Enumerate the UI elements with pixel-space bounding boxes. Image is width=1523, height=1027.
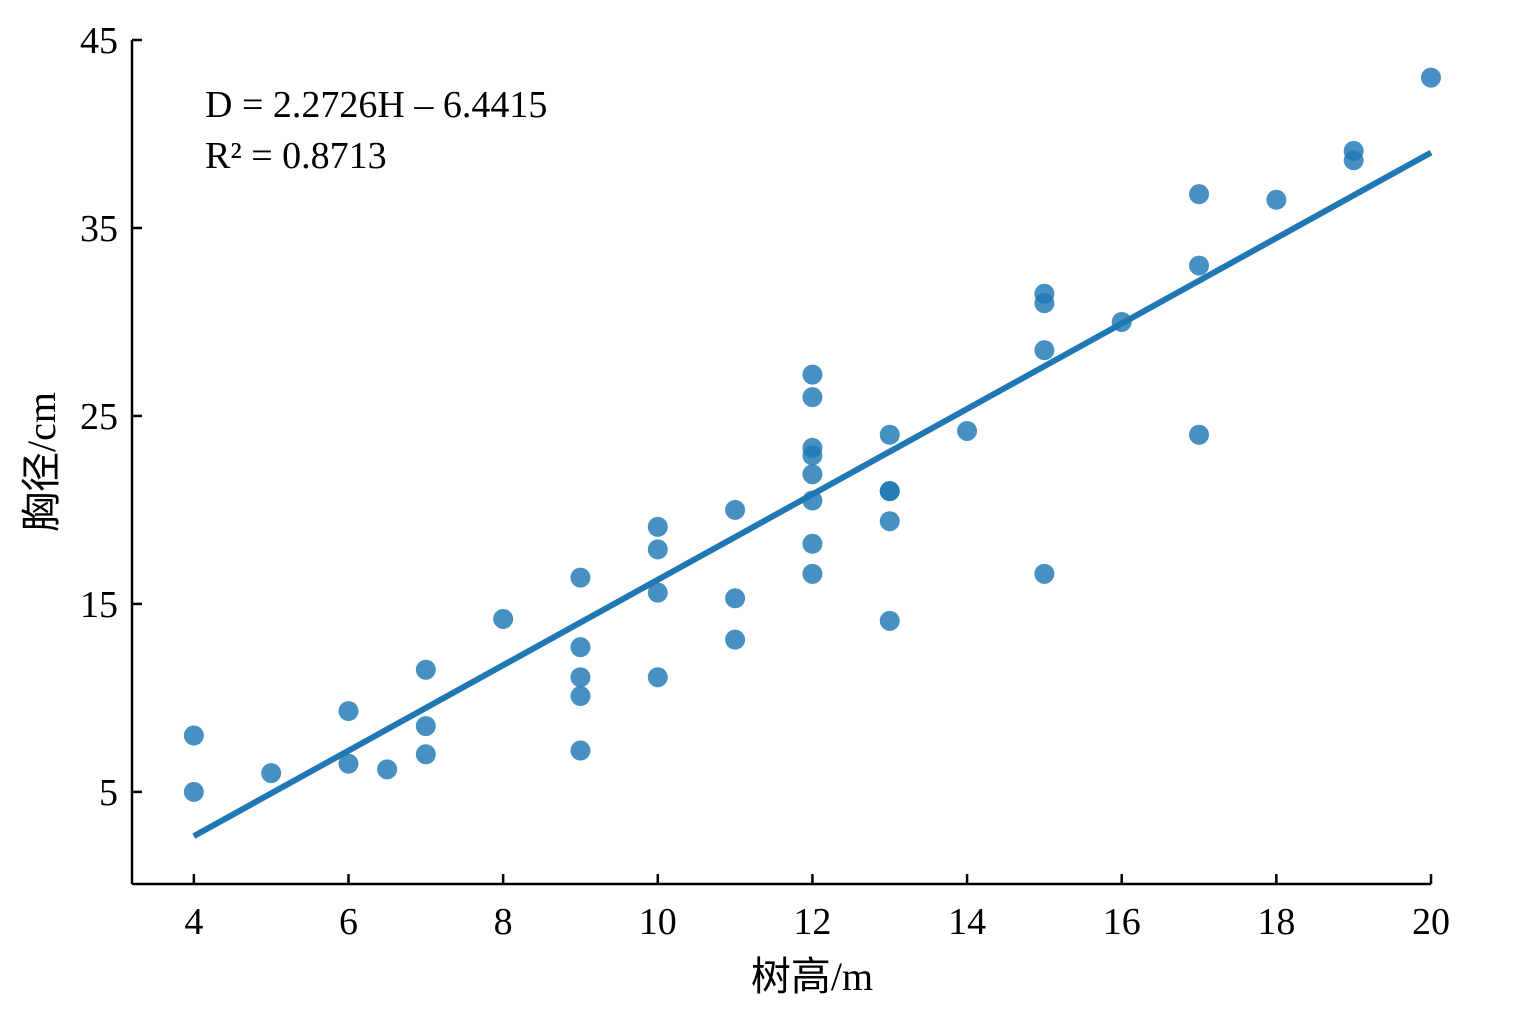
x-tick-label: 10 bbox=[639, 901, 677, 943]
data-point bbox=[879, 424, 900, 445]
data-point bbox=[570, 686, 591, 707]
x-tick-label: 16 bbox=[1103, 901, 1141, 943]
data-point bbox=[377, 759, 398, 780]
data-point bbox=[570, 740, 591, 761]
y-tick-label: 5 bbox=[99, 772, 118, 814]
plot-marks bbox=[183, 67, 1441, 839]
data-point bbox=[261, 763, 282, 784]
y-tick-label: 15 bbox=[80, 584, 118, 626]
r-squared-label: R² = 0.8713 bbox=[205, 135, 387, 177]
data-point bbox=[1034, 293, 1055, 314]
y-tick-label: 35 bbox=[80, 208, 118, 250]
data-point bbox=[493, 608, 514, 629]
data-point bbox=[570, 667, 591, 688]
data-point bbox=[1266, 189, 1287, 210]
data-point bbox=[1421, 67, 1441, 88]
data-point bbox=[183, 781, 204, 802]
data-point bbox=[879, 481, 900, 502]
y-axis-title: 胸径/cm bbox=[19, 392, 64, 532]
data-point bbox=[1189, 184, 1210, 205]
y-tick-label: 45 bbox=[80, 20, 118, 62]
data-point bbox=[570, 637, 591, 658]
x-tick-label: 6 bbox=[339, 901, 358, 943]
x-tick-label: 14 bbox=[948, 901, 986, 943]
data-point bbox=[1034, 563, 1055, 584]
x-tick-label: 4 bbox=[184, 901, 203, 943]
data-point bbox=[647, 582, 668, 603]
data-point bbox=[802, 387, 823, 408]
data-point bbox=[725, 588, 746, 609]
data-point bbox=[1034, 340, 1055, 361]
data-point bbox=[415, 659, 436, 680]
data-point bbox=[338, 753, 359, 774]
data-point bbox=[879, 511, 900, 532]
regression-line bbox=[192, 149, 1433, 839]
data-point bbox=[647, 516, 668, 537]
x-tick-label: 12 bbox=[793, 901, 831, 943]
data-point bbox=[802, 464, 823, 485]
data-point bbox=[415, 744, 436, 765]
data-point bbox=[647, 539, 668, 560]
data-point bbox=[183, 725, 204, 746]
data-point bbox=[725, 629, 746, 650]
y-tick-label: 25 bbox=[80, 396, 118, 438]
data-point bbox=[957, 420, 978, 441]
data-point bbox=[415, 716, 436, 737]
axes: 4 6 8 10 12 14 16 18 20 5 15 25 35 45 bbox=[80, 20, 1450, 943]
data-point bbox=[570, 567, 591, 588]
x-tick-label: 18 bbox=[1257, 901, 1295, 943]
data-point bbox=[725, 499, 746, 520]
data-point bbox=[802, 364, 823, 385]
x-axis-title: 树高/m bbox=[751, 954, 873, 999]
x-tick-label: 8 bbox=[494, 901, 513, 943]
data-point bbox=[879, 610, 900, 631]
x-tick-label: 20 bbox=[1412, 901, 1450, 943]
data-point bbox=[1189, 255, 1210, 276]
data-point bbox=[1189, 424, 1210, 445]
data-point bbox=[802, 533, 823, 554]
data-point bbox=[647, 667, 668, 688]
data-point bbox=[802, 445, 823, 466]
data-point bbox=[1343, 150, 1364, 171]
data-point bbox=[802, 563, 823, 584]
regression-equation: D = 2.2726H – 6.4415 bbox=[205, 84, 547, 126]
data-point bbox=[338, 701, 359, 722]
